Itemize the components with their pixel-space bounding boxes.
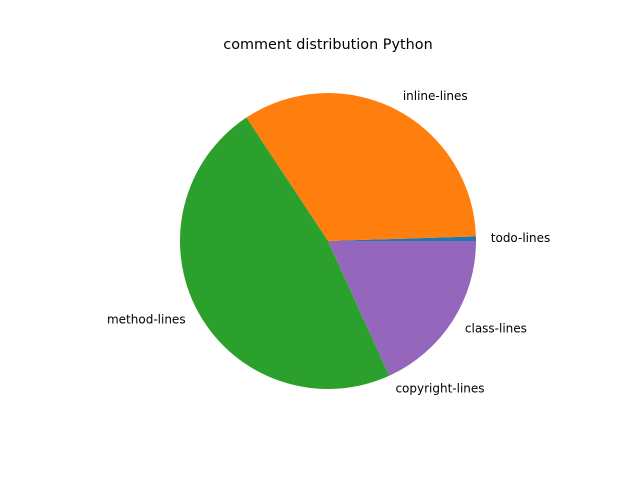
pie-slice-class-lines — [328, 241, 476, 376]
pie-labels: todo-lines inline-lines method-lines copyri… — [107, 89, 550, 396]
pie-label-inline-lines: inline-lines — [403, 89, 468, 103]
pie-label-class-lines: class-lines — [465, 322, 527, 336]
pie-slice-method-lines — [180, 117, 390, 389]
pie-label-method-lines: method-lines — [107, 312, 186, 326]
pie-slice-inline-lines — [246, 93, 476, 241]
pie-slice-todo-lines — [328, 236, 476, 241]
pie-label-copyright-lines: copyright-lines — [395, 382, 484, 396]
chart-title: comment distribution Python — [223, 37, 432, 53]
pie-label-todo-lines: todo-lines — [491, 231, 550, 245]
pie-slices — [180, 93, 476, 389]
